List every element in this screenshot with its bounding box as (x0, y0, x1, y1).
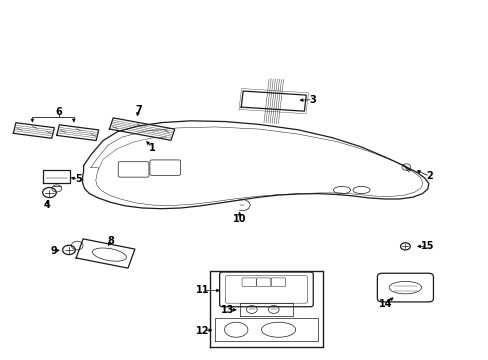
Text: 14: 14 (378, 299, 392, 309)
Text: 9: 9 (51, 246, 58, 256)
Text: 8: 8 (107, 236, 114, 246)
Text: 12: 12 (196, 325, 209, 336)
Text: 5: 5 (75, 174, 82, 184)
Text: 1: 1 (148, 143, 155, 153)
Text: 7: 7 (135, 105, 142, 115)
Text: 15: 15 (420, 241, 433, 251)
Text: 4: 4 (43, 200, 50, 210)
Text: 10: 10 (232, 215, 246, 224)
Text: 2: 2 (426, 171, 432, 181)
Text: 3: 3 (309, 95, 316, 105)
Text: 11: 11 (196, 285, 209, 296)
Text: 6: 6 (56, 107, 62, 117)
Text: 13: 13 (220, 305, 234, 315)
